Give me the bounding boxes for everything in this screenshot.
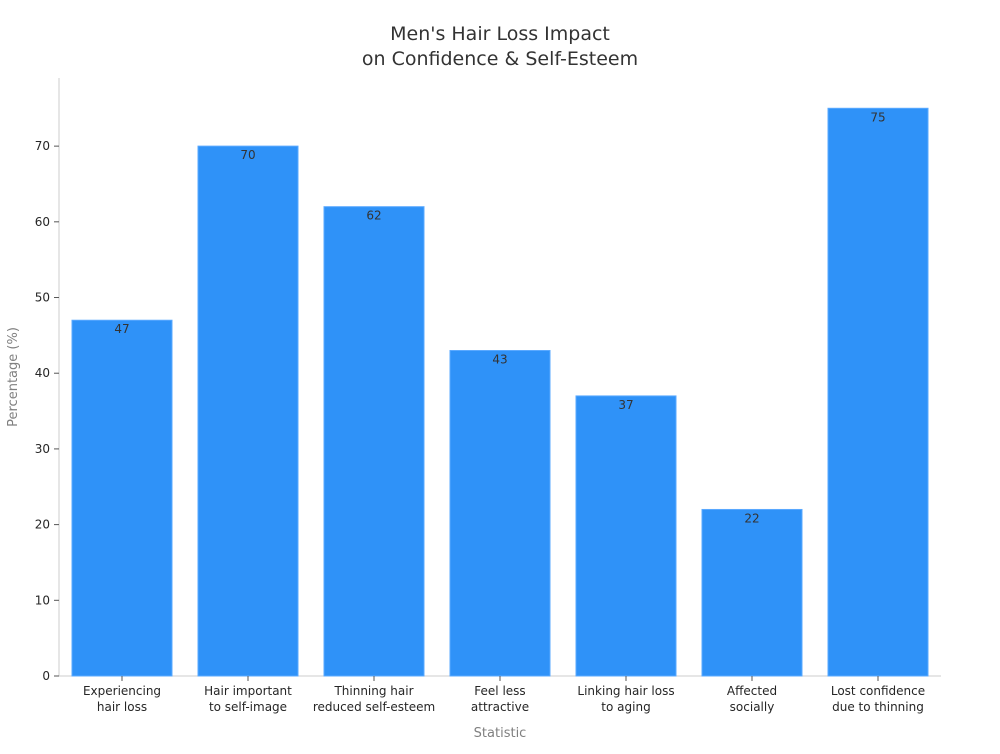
y-tick-label: 40 bbox=[35, 366, 50, 380]
bar-value-label: 62 bbox=[366, 209, 381, 223]
bar-value-label: 43 bbox=[492, 353, 507, 367]
bars bbox=[71, 107, 929, 677]
x-axis-label: Statistic bbox=[474, 726, 527, 741]
x-tick-label: reduced self-esteem bbox=[313, 700, 435, 714]
x-tick-label: Thinning hair bbox=[333, 684, 413, 698]
chart-title: Men's Hair Loss Impact on Confidence & Se… bbox=[362, 23, 638, 70]
y-tick-label: 60 bbox=[35, 215, 50, 229]
y-axis-label: Percentage (%) bbox=[6, 327, 21, 427]
bar-value-label: 37 bbox=[618, 398, 633, 412]
x-tick-label: to aging bbox=[601, 700, 650, 714]
x-tick-label: Experiencing bbox=[83, 684, 161, 698]
x-tick-label: Affected bbox=[727, 684, 777, 698]
y-tick-labels: 0 10 20 30 40 50 60 70 bbox=[35, 139, 59, 683]
bar bbox=[323, 206, 425, 677]
x-tick-label: Lost confidence bbox=[831, 684, 925, 698]
bar-value-label: 70 bbox=[240, 148, 255, 162]
x-tick-label: Linking hair loss bbox=[577, 684, 674, 698]
bar bbox=[71, 319, 173, 677]
bar bbox=[827, 107, 929, 677]
x-tick-label: due to thinning bbox=[832, 700, 924, 714]
value-labels: 47 70 62 43 37 22 75 bbox=[114, 110, 885, 525]
x-tick-label: to self-image bbox=[209, 700, 287, 714]
bar bbox=[701, 508, 803, 677]
x-tick-label: attractive bbox=[471, 700, 529, 714]
bar bbox=[449, 350, 551, 677]
bar-value-label: 22 bbox=[744, 511, 759, 525]
y-tick-label: 10 bbox=[35, 593, 50, 607]
chart-title-line-1: Men's Hair Loss Impact bbox=[390, 23, 610, 45]
y-tick-label: 50 bbox=[35, 291, 50, 305]
x-tick-label: hair loss bbox=[97, 700, 147, 714]
y-tick-label: 0 bbox=[42, 669, 50, 683]
bar-value-label: 75 bbox=[870, 110, 885, 124]
bar-value-label: 47 bbox=[114, 322, 129, 336]
x-tick-labels: Experiencing hair loss Hair important to se… bbox=[83, 676, 925, 714]
x-tick-label: Feel less bbox=[474, 684, 525, 698]
chart-title-line-2: on Confidence & Self-Esteem bbox=[362, 48, 638, 70]
y-tick-label: 30 bbox=[35, 442, 50, 456]
bar bbox=[197, 145, 299, 677]
bar bbox=[575, 395, 677, 677]
x-tick-label: Hair important bbox=[204, 684, 292, 698]
y-tick-label: 70 bbox=[35, 139, 50, 153]
y-tick-label: 20 bbox=[35, 518, 50, 532]
x-tick-label: socially bbox=[730, 700, 775, 714]
